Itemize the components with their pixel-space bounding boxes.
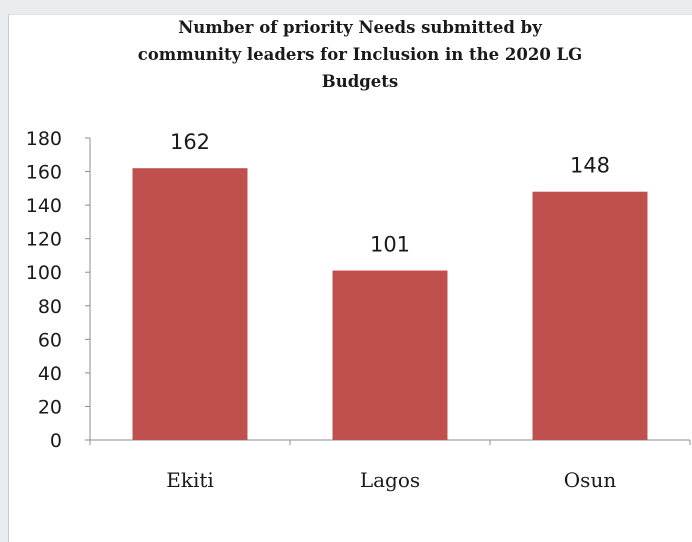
- bar: [332, 270, 448, 440]
- y-tick-label: 140: [26, 195, 62, 217]
- y-tick-label: 120: [26, 229, 62, 251]
- bar: [132, 168, 248, 440]
- y-tick-label: 40: [38, 363, 62, 385]
- y-tick-label: 20: [38, 396, 62, 418]
- chart-title: Number of priority Needs submitted by co…: [100, 14, 620, 95]
- y-tick-label: 80: [38, 296, 62, 318]
- y-tick-label: 0: [50, 430, 62, 452]
- y-tick-label: 180: [26, 128, 62, 150]
- data-label: 148: [570, 154, 610, 178]
- x-tick-label: Lagos: [360, 468, 420, 492]
- y-tick-label: 160: [26, 162, 62, 184]
- data-label: 162: [170, 130, 210, 154]
- bar: [532, 191, 648, 440]
- chart-title-line-2: community leaders for Inclusion in the 2…: [137, 45, 583, 64]
- chart-title-line-1: Number of priority Needs submitted by: [178, 18, 542, 37]
- x-tick-label: Osun: [564, 468, 617, 492]
- data-label: 101: [370, 233, 410, 257]
- y-tick-label: 60: [38, 329, 62, 351]
- chart-title-line-3: Budgets: [321, 72, 399, 91]
- x-tick-label: Ekiti: [166, 468, 214, 492]
- y-tick-label: 100: [26, 262, 62, 284]
